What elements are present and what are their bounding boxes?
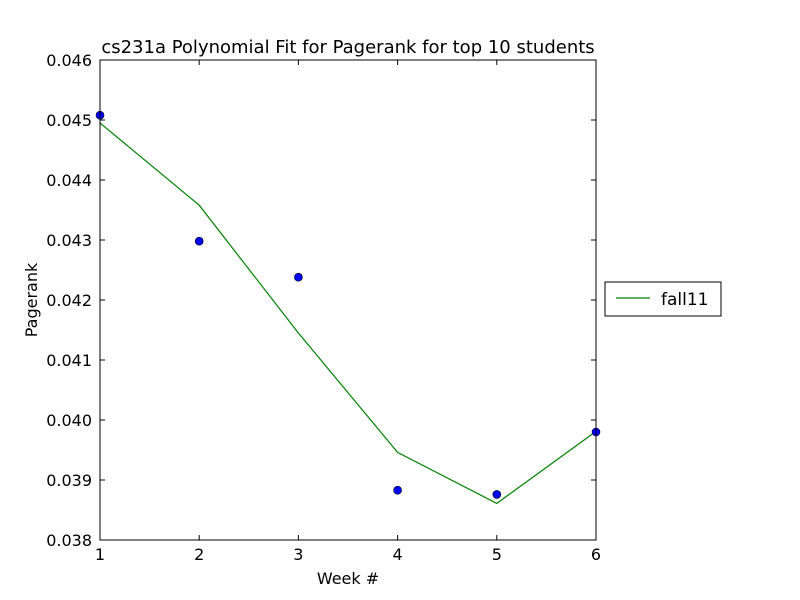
y-tick-label: 0.041 [46, 351, 92, 370]
x-tick-label: 2 [194, 545, 204, 564]
y-tick-label: 0.042 [46, 291, 92, 310]
x-tick-label: 6 [591, 545, 601, 564]
data-point [492, 490, 502, 499]
y-tick-label: 0.038 [46, 531, 92, 550]
legend-label: fall11 [661, 290, 708, 310]
plot-area [95, 110, 601, 505]
x-tick-label: 1 [95, 545, 105, 564]
chart-title: cs231a Polynomial Fit for Pagerank for t… [101, 37, 594, 58]
y-tick-label: 0.040 [46, 411, 92, 430]
data-point [393, 485, 402, 495]
y-axis-label: Pagerank [22, 262, 41, 337]
x-tick-label: 3 [293, 545, 303, 564]
x-axis-label: Week # [317, 569, 379, 588]
data-point [194, 236, 204, 246]
y-tick-label: 0.046 [46, 51, 92, 70]
legend-box [604, 281, 722, 317]
y-tick-label: 0.045 [46, 111, 92, 130]
x-tick-label: 5 [492, 545, 502, 564]
plot-frame [99, 59, 597, 541]
axes: 1 2 3 4 5 6 0.038 0.039 0.040 0.041 0.042 0.043 0.04… [46, 51, 601, 564]
x-tick-label: 4 [393, 545, 403, 564]
y-tick-label: 0.039 [46, 471, 92, 490]
y-tick-label: 0.043 [46, 231, 92, 250]
series-line-fall11 [99, 122, 597, 505]
data-point [294, 272, 303, 282]
y-tick-label: 0.044 [46, 171, 92, 190]
legend: fall11 [604, 281, 722, 317]
